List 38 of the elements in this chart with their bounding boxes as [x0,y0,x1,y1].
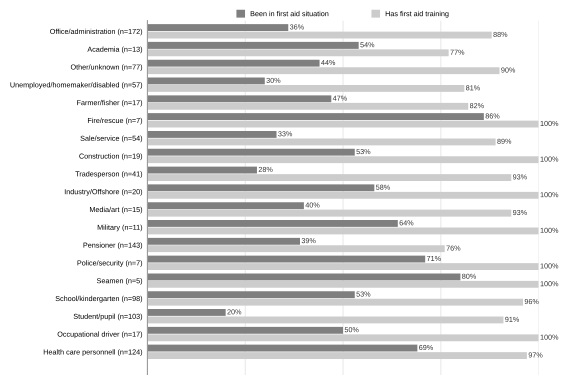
bar [147,352,527,360]
bar [147,263,539,270]
bar [147,309,226,316]
bar [147,238,300,245]
bar [147,316,504,324]
bar [147,245,445,252]
bar [147,60,320,67]
bar [147,95,332,102]
bar [147,210,512,217]
bar [147,174,512,181]
bar [147,220,398,227]
bar [147,85,464,92]
bar [147,138,496,146]
bar [147,166,257,174]
bar [147,67,500,74]
bar [147,326,344,334]
bar [147,130,277,138]
bar [147,298,523,306]
bar [147,192,539,199]
bar [147,24,288,32]
bar [147,227,539,234]
bar [147,273,460,280]
bar [147,120,539,128]
bar [147,280,539,288]
bar [147,202,304,210]
bar [147,256,426,263]
bar [147,113,484,120]
bar [147,334,539,342]
bar [147,42,359,49]
bar [147,102,468,110]
bar [147,184,374,192]
bar [147,49,449,56]
bar [147,156,539,164]
bar [147,148,355,156]
bar [147,78,265,84]
bar [147,291,355,298]
bar [147,32,492,38]
bar [147,344,418,352]
